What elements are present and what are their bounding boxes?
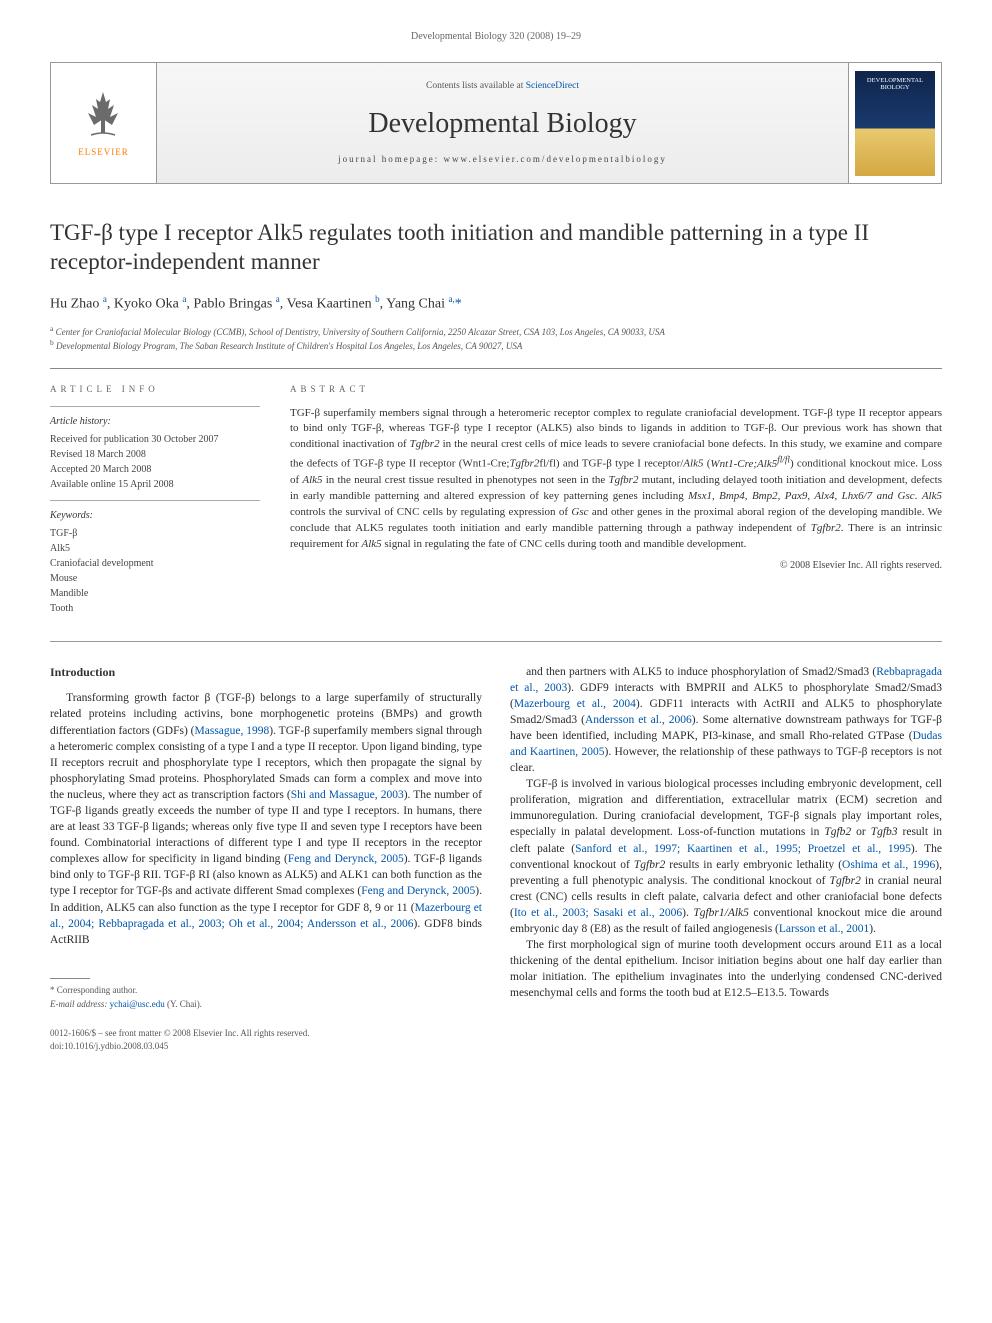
body-paragraph: TGF-β is involved in various biological … [510, 776, 942, 937]
article-info-label: ARTICLE INFO [50, 383, 260, 396]
contents-available: Contents lists available at ScienceDirec… [426, 80, 579, 93]
publisher-logo-block: ELSEVIER [51, 63, 156, 183]
cover-thumbnail-block: DEVELOPMENTAL BIOLOGY [849, 63, 941, 183]
abstract-text: TGF-β superfamily members signal through… [290, 406, 942, 553]
history-item: Revised 18 March 2008 [50, 447, 260, 462]
doi-line: doi:10.1016/j.ydbio.2008.03.045 [50, 1040, 310, 1053]
article-info-column: ARTICLE INFO Article history: Received f… [50, 383, 260, 616]
meta-divider [50, 406, 260, 407]
sciencedirect-link[interactable]: ScienceDirect [526, 81, 579, 91]
divider [50, 641, 942, 642]
keyword-item: Craniofacial development [50, 556, 260, 571]
meta-divider [50, 500, 260, 501]
left-column: Introduction Transforming growth factor … [50, 664, 482, 1053]
bottom-line: 0012-1606/$ – see front matter © 2008 El… [50, 1027, 482, 1052]
right-column: and then partners with ALK5 to induce ph… [510, 664, 942, 1053]
history-item: Accepted 20 March 2008 [50, 462, 260, 477]
body-columns: Introduction Transforming growth factor … [50, 664, 942, 1053]
corresponding-email: E-mail address: ychai@usc.edu (Y. Chai). [50, 998, 482, 1011]
email-name: (Y. Chai). [167, 999, 202, 1009]
journal-cover-thumbnail: DEVELOPMENTAL BIOLOGY [855, 71, 935, 176]
footnote-rule [50, 978, 90, 979]
journal-banner: ELSEVIER Contents lists available at Sci… [50, 62, 942, 184]
cover-title: DEVELOPMENTAL BIOLOGY [859, 77, 931, 91]
journal-name: Developmental Biology [368, 104, 636, 143]
keyword-item: Alk5 [50, 541, 260, 556]
article-title: TGF-β type I receptor Alk5 regulates too… [50, 219, 942, 277]
publisher-name: ELSEVIER [78, 146, 129, 159]
abstract-column: ABSTRACT TGF-β superfamily members signa… [290, 383, 942, 616]
introduction-heading: Introduction [50, 664, 482, 681]
abstract-label: ABSTRACT [290, 383, 942, 396]
keywords-list: TGF-βAlk5Craniofacial developmentMouseMa… [50, 526, 260, 616]
issn-line: 0012-1606/$ – see front matter © 2008 El… [50, 1027, 310, 1040]
keywords-label: Keywords: [50, 509, 260, 523]
keyword-item: Mandible [50, 586, 260, 601]
history-item: Available online 15 April 2008 [50, 477, 260, 492]
author-list: Hu Zhao a, Kyoko Oka a, Pablo Bringas a,… [50, 293, 942, 314]
body-paragraph: Transforming growth factor β (TGF-β) bel… [50, 690, 482, 948]
meta-abstract-row: ARTICLE INFO Article history: Received f… [50, 383, 942, 616]
history-item: Received for publication 30 October 2007 [50, 432, 260, 447]
keyword-item: Tooth [50, 601, 260, 616]
affiliations: a Center for Craniofacial Molecular Biol… [50, 324, 942, 353]
keyword-item: Mouse [50, 571, 260, 586]
footnote-block: * Corresponding author. E-mail address: … [50, 978, 482, 1011]
contents-prefix: Contents lists available at [426, 81, 526, 91]
history-list: Received for publication 30 October 2007… [50, 432, 260, 492]
abstract-copyright: © 2008 Elsevier Inc. All rights reserved… [290, 559, 942, 573]
body-paragraph: The first morphological sign of murine t… [510, 937, 942, 1001]
journal-homepage: journal homepage: www.elsevier.com/devel… [338, 153, 667, 166]
banner-center: Contents lists available at ScienceDirec… [156, 63, 849, 183]
divider [50, 368, 942, 369]
running-header: Developmental Biology 320 (2008) 19–29 [50, 30, 942, 44]
email-link[interactable]: ychai@usc.edu [110, 999, 165, 1009]
elsevier-tree-icon [76, 87, 131, 142]
corresponding-author-note: * Corresponding author. [50, 984, 482, 997]
history-label: Article history: [50, 415, 260, 429]
keyword-item: TGF-β [50, 526, 260, 541]
body-paragraph: and then partners with ALK5 to induce ph… [510, 664, 942, 777]
email-label: E-mail address: [50, 999, 107, 1009]
